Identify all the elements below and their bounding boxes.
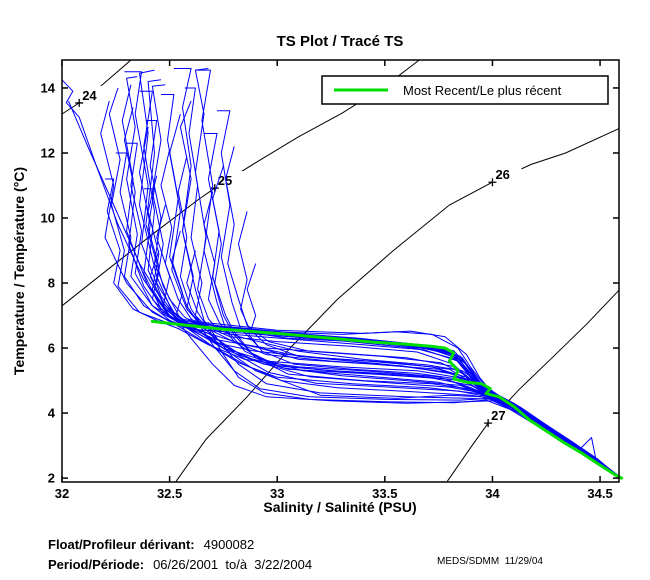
legend: Most Recent/Le plus récent: [321, 75, 609, 105]
ts-profile-line: [199, 331, 622, 479]
ts-profile-line: [195, 69, 622, 479]
x-tick-label: 33.5: [372, 486, 397, 501]
contour-label-gap: [491, 165, 522, 183]
isopycnal-labels-layer: 24 25 26 27: [75, 85, 522, 428]
y-tick-label: 8: [48, 276, 55, 291]
ts-profile-line: [173, 68, 618, 477]
profile-lines-layer: [61, 68, 622, 479]
legend-label: Most Recent/Le plus récent: [403, 83, 562, 98]
period-label: Period/Période:: [48, 557, 145, 572]
y-tick-label: 14: [41, 80, 56, 95]
contour-label-gap: [213, 171, 244, 189]
most-recent-profile-line: [150, 319, 624, 480]
contour-label-27: 27: [491, 408, 505, 423]
ts-profile-line: [108, 87, 622, 479]
plot-border: [61, 59, 620, 483]
ts-profile-line: [124, 71, 622, 479]
contour-label-marker: [75, 98, 84, 107]
ts-profile-line: [161, 94, 622, 479]
contour-label-marker: [488, 178, 497, 187]
ts-profile-line: [121, 84, 621, 478]
x-tick-label: 34.5: [587, 486, 612, 501]
ts-profile-line: [212, 165, 622, 479]
float-info-line: Float/Profileur dérivant: 4900082: [48, 537, 254, 552]
y-tick-label: 2: [48, 471, 55, 486]
ts-profile-line: [139, 69, 621, 478]
x-tick-label: 32: [55, 486, 69, 501]
contour-label-25: 25: [218, 173, 232, 188]
contour-label-gap: [78, 85, 109, 103]
contour-label-marker: [484, 419, 493, 428]
credit-text: MEDS/SDMM 11/29/04: [437, 556, 543, 567]
x-tick-label: 32.5: [157, 486, 182, 501]
ts-profile-line: [194, 68, 622, 479]
ts-profile-line: [184, 87, 622, 479]
ts-profile-line: [179, 100, 622, 479]
contour-label-gap: [487, 406, 518, 424]
x-tick-label: 34: [485, 486, 500, 501]
float-label: Float/Profileur dérivant:: [48, 537, 195, 552]
x-axis-label: Salinity / Salinité (PSU): [263, 499, 416, 515]
y-tick-label: 10: [41, 211, 55, 226]
x-tick-label: 33: [270, 486, 284, 501]
ts-profile-line: [217, 110, 622, 479]
contour-label-26: 26: [495, 167, 509, 182]
ts-profile-line: [145, 79, 622, 479]
ts-profile-line: [225, 146, 622, 479]
period-info-line: Period/Période: 06/26/2001 to/à 3/22/200…: [48, 557, 312, 572]
y-axis-label: Temperature / Température (°C): [11, 167, 27, 375]
period-value: 06/26/2001 to/à 3/22/2004: [153, 557, 313, 572]
float-value: 4900082: [203, 537, 255, 552]
isopycnal-contour-26: [175, 128, 620, 482]
isopycnal-contour-27: [446, 289, 620, 482]
most-recent-layer: [150, 319, 624, 480]
ts-profile-line: [204, 133, 620, 478]
y-tick-label: 12: [41, 145, 55, 160]
contour-label-24: 24: [82, 88, 97, 103]
y-tick-label: 6: [48, 341, 55, 356]
y-tick-label: 4: [48, 406, 56, 421]
plot-title: TS Plot / Tracé TS: [277, 33, 404, 50]
ts-profile-line: [171, 230, 622, 479]
